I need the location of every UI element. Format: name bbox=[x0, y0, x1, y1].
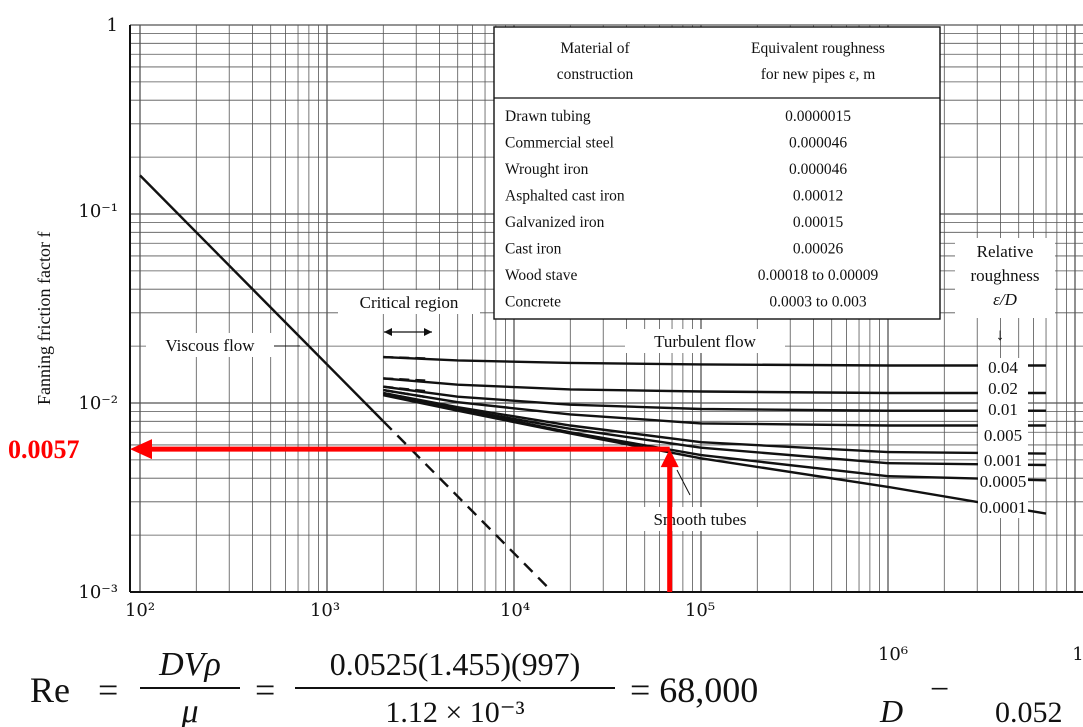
red-up-arrowhead bbox=[660, 449, 679, 468]
table-header-material: construction bbox=[557, 66, 634, 83]
table-cell-roughness: 0.0000015 bbox=[785, 108, 851, 125]
smooth-tubes-label: Smooth tubes bbox=[653, 510, 746, 529]
table-body: Drawn tubing 0.0000015 Commercial steel 0.0… bbox=[505, 108, 879, 311]
y-tick-label: 10⁻³ bbox=[78, 582, 118, 603]
turbulent-flow-label: Turbulent flow bbox=[654, 332, 757, 351]
x-tick-label: 10² bbox=[125, 600, 155, 621]
table-cell-roughness: 0.00026 bbox=[793, 241, 844, 258]
x-tick-label: 1 bbox=[1072, 644, 1083, 665]
table-cell-roughness: 0.00018 to 0.00009 bbox=[758, 267, 879, 284]
critical-dashed-curve bbox=[383, 355, 429, 360]
critical-dashed-curve bbox=[383, 391, 429, 404]
equation-result: = 68,000 bbox=[630, 670, 758, 710]
down-arrow-icon: ↓ bbox=[996, 325, 1005, 344]
table-cell-material: Concrete bbox=[505, 294, 561, 311]
friction-curve bbox=[383, 385, 1046, 412]
table-cell-material: Drawn tubing bbox=[505, 108, 591, 125]
curve-group bbox=[139, 174, 1047, 588]
eps-label: 0.01 bbox=[988, 400, 1018, 419]
y-tick-label: 1 bbox=[107, 15, 118, 36]
eps-label: 0.04 bbox=[988, 358, 1018, 377]
table-header-roughness: Equivalent roughness bbox=[751, 40, 885, 57]
table-header-material: Material of bbox=[560, 40, 630, 57]
friction-curve bbox=[383, 391, 1047, 455]
table-header-roughness: for new pipes ε, m bbox=[761, 66, 876, 83]
roughness-table: Material of construction Equivalent roug… bbox=[493, 26, 941, 320]
equation-equals: = bbox=[98, 670, 118, 710]
x-tick-label: 10³ bbox=[310, 600, 340, 621]
relative-roughness-backing bbox=[955, 238, 1055, 318]
x-tick-label: 10⁵ bbox=[685, 600, 715, 621]
relative-roughness-label: ε/D bbox=[993, 290, 1017, 309]
y-tick-label: 10⁻¹ bbox=[78, 201, 118, 222]
y-tick-label: 10⁻² bbox=[78, 393, 118, 414]
critical-dashed-curve bbox=[383, 377, 429, 382]
red-left-arrowhead bbox=[130, 439, 152, 460]
eps-label: 0.0001 bbox=[980, 498, 1027, 517]
turbulent-label-backing bbox=[625, 329, 785, 353]
table-cell-material: Wrought iron bbox=[505, 161, 589, 178]
table-cell-material: Galvanized iron bbox=[505, 214, 605, 231]
viscous-flow-label: Viscous flow bbox=[165, 336, 255, 355]
relative-roughness-label: roughness bbox=[971, 266, 1040, 285]
viscous-label-backing bbox=[146, 333, 274, 357]
friction-curve bbox=[383, 394, 1047, 515]
eps-label: 0.0005 bbox=[980, 472, 1027, 491]
eps-label: 0.005 bbox=[984, 426, 1022, 445]
friction-curve bbox=[382, 420, 548, 588]
equation-equals: = bbox=[255, 670, 275, 710]
smooth-leader bbox=[676, 469, 691, 496]
table-cell-roughness: 0.0003 to 0.003 bbox=[769, 294, 867, 311]
table-cell-roughness: 0.00015 bbox=[793, 214, 844, 231]
table-cell-material: Commercial steel bbox=[505, 135, 614, 152]
fraction-2-numerator: 0.0525(1.455)(997) bbox=[330, 646, 581, 682]
friction-callout-label: 0.0057 bbox=[8, 435, 80, 464]
friction-curve bbox=[383, 355, 1046, 367]
fraction-1-numerator: DVρ bbox=[158, 646, 221, 683]
friction-curve bbox=[383, 377, 1046, 395]
red-marker-group bbox=[130, 439, 679, 592]
table-frame bbox=[493, 26, 941, 320]
chart-axes bbox=[129, 25, 1083, 593]
y-axis-label: Fanning friction factor f bbox=[34, 232, 54, 405]
friction-curve bbox=[383, 388, 1046, 427]
table-cell-roughness: 0.000046 bbox=[789, 161, 847, 178]
fraction-1-denominator: μ bbox=[180, 693, 198, 727]
equation-lhs: Re bbox=[30, 670, 70, 710]
table-cell-material: Asphalted cast iron bbox=[505, 188, 625, 205]
x-tick-label: 10⁶ bbox=[878, 644, 908, 665]
eps-label: 0.02 bbox=[988, 379, 1018, 398]
table-cell-roughness: 0.000046 bbox=[789, 135, 847, 152]
table-cell-roughness: 0.00012 bbox=[793, 188, 843, 205]
equation-trailing-dash: − bbox=[930, 671, 949, 708]
friction-curve bbox=[139, 174, 385, 423]
fraction-2-denominator: 1.12 × 10⁻³ bbox=[385, 696, 524, 727]
critical-region-label: Critical region bbox=[360, 293, 459, 312]
equation-trailing-value: 0.052 bbox=[995, 696, 1063, 727]
table-cell-material: Wood stave bbox=[505, 267, 577, 284]
table-cell-material: Cast iron bbox=[505, 241, 562, 258]
smooth-label-backing bbox=[630, 507, 780, 531]
label-backing bbox=[978, 358, 1028, 518]
x-tick-label: 10⁴ bbox=[500, 600, 530, 621]
critical-dashed-curve bbox=[383, 388, 429, 399]
critical-label-backing bbox=[338, 290, 480, 314]
friction-curve bbox=[383, 393, 1047, 482]
relative-roughness-label: Relative bbox=[977, 242, 1034, 261]
reynolds-equation: Re = DVρ μ = 0.0525(1.455)(997) 1.12 × 1… bbox=[30, 646, 1063, 727]
roughness-labels: 0.04 0.02 0.01 0.005 0.001 0.0005 0.0001 bbox=[978, 358, 1028, 518]
eps-label: 0.001 bbox=[984, 451, 1022, 470]
critical-dashed-curve bbox=[383, 385, 429, 393]
equation-trailing-d: D bbox=[879, 693, 903, 727]
